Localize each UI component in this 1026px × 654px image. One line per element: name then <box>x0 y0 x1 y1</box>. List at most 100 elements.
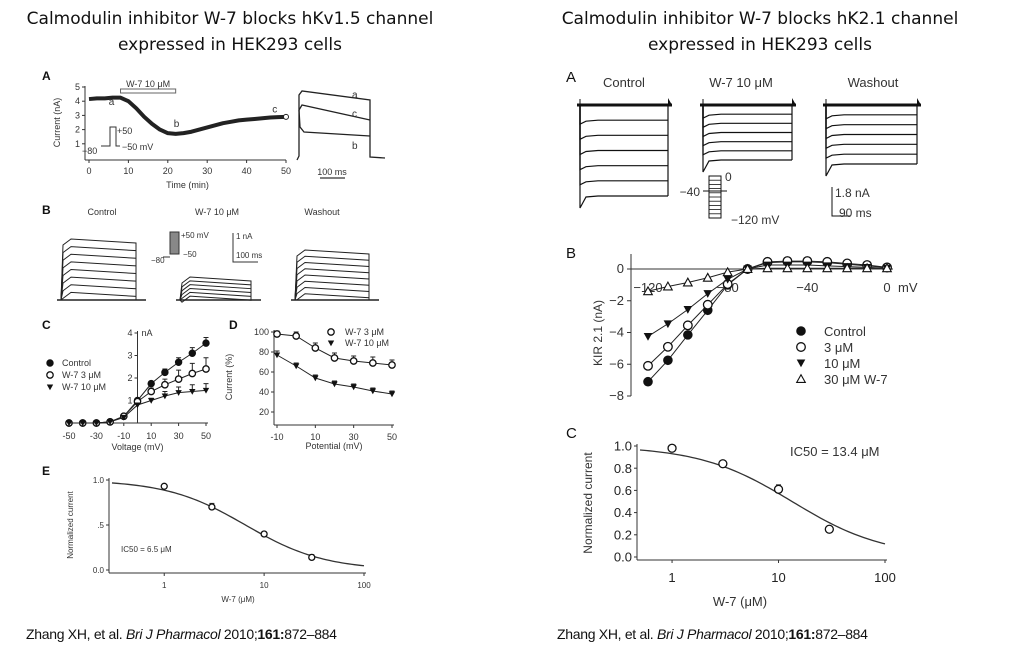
panel-letter-a: A <box>566 69 576 86</box>
x-tick-label: 10 <box>310 432 320 442</box>
right-figure-title: Calmodulin inhibitor W-7 blocks hK2.1 ch… <box>540 6 980 58</box>
condition-label: Control <box>603 75 645 90</box>
x-tick-label: 20 <box>163 166 173 176</box>
scale-time-label: 90 ms <box>839 206 872 220</box>
legend-label: 3 μM <box>824 340 853 355</box>
y-tick-label: 4 <box>127 328 132 338</box>
condition-label: W-7 10 μM <box>195 207 239 217</box>
current-trace <box>702 105 792 173</box>
x-axis-label: W-7 (μM) <box>713 594 767 609</box>
condition-label: W-7 10 μM <box>709 75 773 90</box>
x-tick-label: 0 <box>883 280 890 295</box>
panel-letter-d: D <box>229 318 238 332</box>
data-point <box>65 420 73 427</box>
y-tick-label: 2 <box>75 125 80 135</box>
data-point <box>822 262 833 273</box>
current-trace <box>579 105 668 141</box>
y-unit-label: nA <box>142 328 153 338</box>
legend-label: 30 μM W-7 <box>824 372 888 387</box>
data-point <box>260 530 268 538</box>
trace-label-b: b <box>352 141 358 152</box>
citation-year: 2010; <box>754 626 789 642</box>
ic50-annotation: IC50 = 6.5 μM <box>121 545 172 554</box>
citation-journal: Bri J Pharmacol <box>125 626 221 642</box>
data-point <box>188 369 197 378</box>
point-label-b: b <box>174 119 180 130</box>
data-point <box>283 113 289 120</box>
data-point <box>311 344 320 352</box>
current-trace <box>702 105 792 120</box>
data-point <box>174 375 183 383</box>
drug-application-bar <box>120 88 177 94</box>
scale-current-label: 1 nA <box>236 232 253 241</box>
y-tick-label: 0.0 <box>93 566 105 575</box>
y-tick-label: 1.0 <box>614 439 632 454</box>
data-point <box>702 299 713 310</box>
data-point <box>643 333 653 341</box>
data-point <box>147 379 155 388</box>
current-trace <box>825 105 917 140</box>
y-tick-label: 0.0 <box>614 550 632 565</box>
y-tick-label: 0.4 <box>614 505 632 520</box>
data-point <box>388 361 396 369</box>
citation-volume: 161: <box>257 626 285 642</box>
x-axis-label: Time (min) <box>166 180 209 190</box>
y-tick-label: 80 <box>259 347 269 357</box>
data-point <box>161 368 169 377</box>
data-point <box>718 459 728 469</box>
x-tick-label: -50 <box>62 431 75 441</box>
left-citation: Zhang XH, et al. Bri J Pharmacol 2010;16… <box>26 626 337 642</box>
current-trace <box>702 105 792 147</box>
y-tick-label: 1 <box>75 139 80 149</box>
data-point <box>160 482 168 490</box>
current-trace <box>702 105 792 156</box>
legend-label: 10 μM <box>824 356 860 371</box>
y-axis-label: Normalized current <box>581 452 595 554</box>
y-tick-label: −8 <box>609 388 624 403</box>
x-axis-label: Potential (mV) <box>305 441 362 451</box>
condition-label: Control <box>87 207 116 217</box>
citation-year: 2010; <box>223 626 258 642</box>
y-axis-label: Normalized current <box>66 490 75 558</box>
y-tick-label: 0.6 <box>614 483 632 498</box>
y-tick-label: 40 <box>259 387 269 397</box>
current-trace-c <box>298 104 371 121</box>
voltage-protocol-icon <box>101 126 120 147</box>
data-point <box>703 290 713 298</box>
data-point <box>292 332 301 340</box>
x-tick-label: 1 <box>162 581 167 590</box>
drug-bar-label: W-7 10 μM <box>126 79 170 89</box>
current-trace <box>294 293 377 301</box>
panel-letter-c: C <box>42 318 51 332</box>
y-axis-label: Current (%) <box>224 354 234 401</box>
x-axis-label: Voltage (mV) <box>111 442 163 452</box>
protocol-label: −80 <box>151 256 165 265</box>
data-point <box>881 262 893 273</box>
legend-marker <box>796 359 806 368</box>
y-tick-label: 3 <box>127 351 132 361</box>
protocol-label: −50 <box>183 250 197 259</box>
current-trace <box>179 295 259 303</box>
data-point <box>722 266 733 277</box>
scale-bar <box>831 187 850 217</box>
left-panel-d: D 20 40 60 80 100 -10 10 30 50 Potential (mV) Curre… <box>224 318 397 451</box>
y-tick-label: 0 <box>617 261 624 276</box>
data-point <box>762 262 773 273</box>
x-tick-label: 50 <box>281 166 291 176</box>
current-trace <box>579 105 668 186</box>
data-point <box>643 360 653 371</box>
data-point <box>663 320 673 329</box>
current-trace <box>60 291 144 301</box>
data-point <box>120 414 127 421</box>
y-tick-label: 4 <box>75 96 80 106</box>
data-point <box>312 375 319 382</box>
current-trace <box>702 105 792 138</box>
data-point <box>742 263 753 273</box>
data-point <box>208 503 216 511</box>
data-point <box>174 358 183 366</box>
y-tick-label: −2 <box>609 293 624 308</box>
citation-pages: 872–884 <box>815 626 868 642</box>
x-axis-label: W-7 (μM) <box>221 595 255 604</box>
panel-letter-b: B <box>566 245 576 262</box>
x-tick-label: 0 <box>86 166 91 176</box>
